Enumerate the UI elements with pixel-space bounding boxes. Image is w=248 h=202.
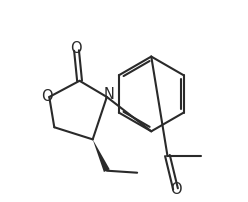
Text: O: O: [70, 41, 81, 56]
Text: N: N: [104, 87, 115, 102]
Polygon shape: [93, 139, 110, 172]
Text: O: O: [170, 182, 181, 197]
Text: O: O: [41, 89, 53, 104]
